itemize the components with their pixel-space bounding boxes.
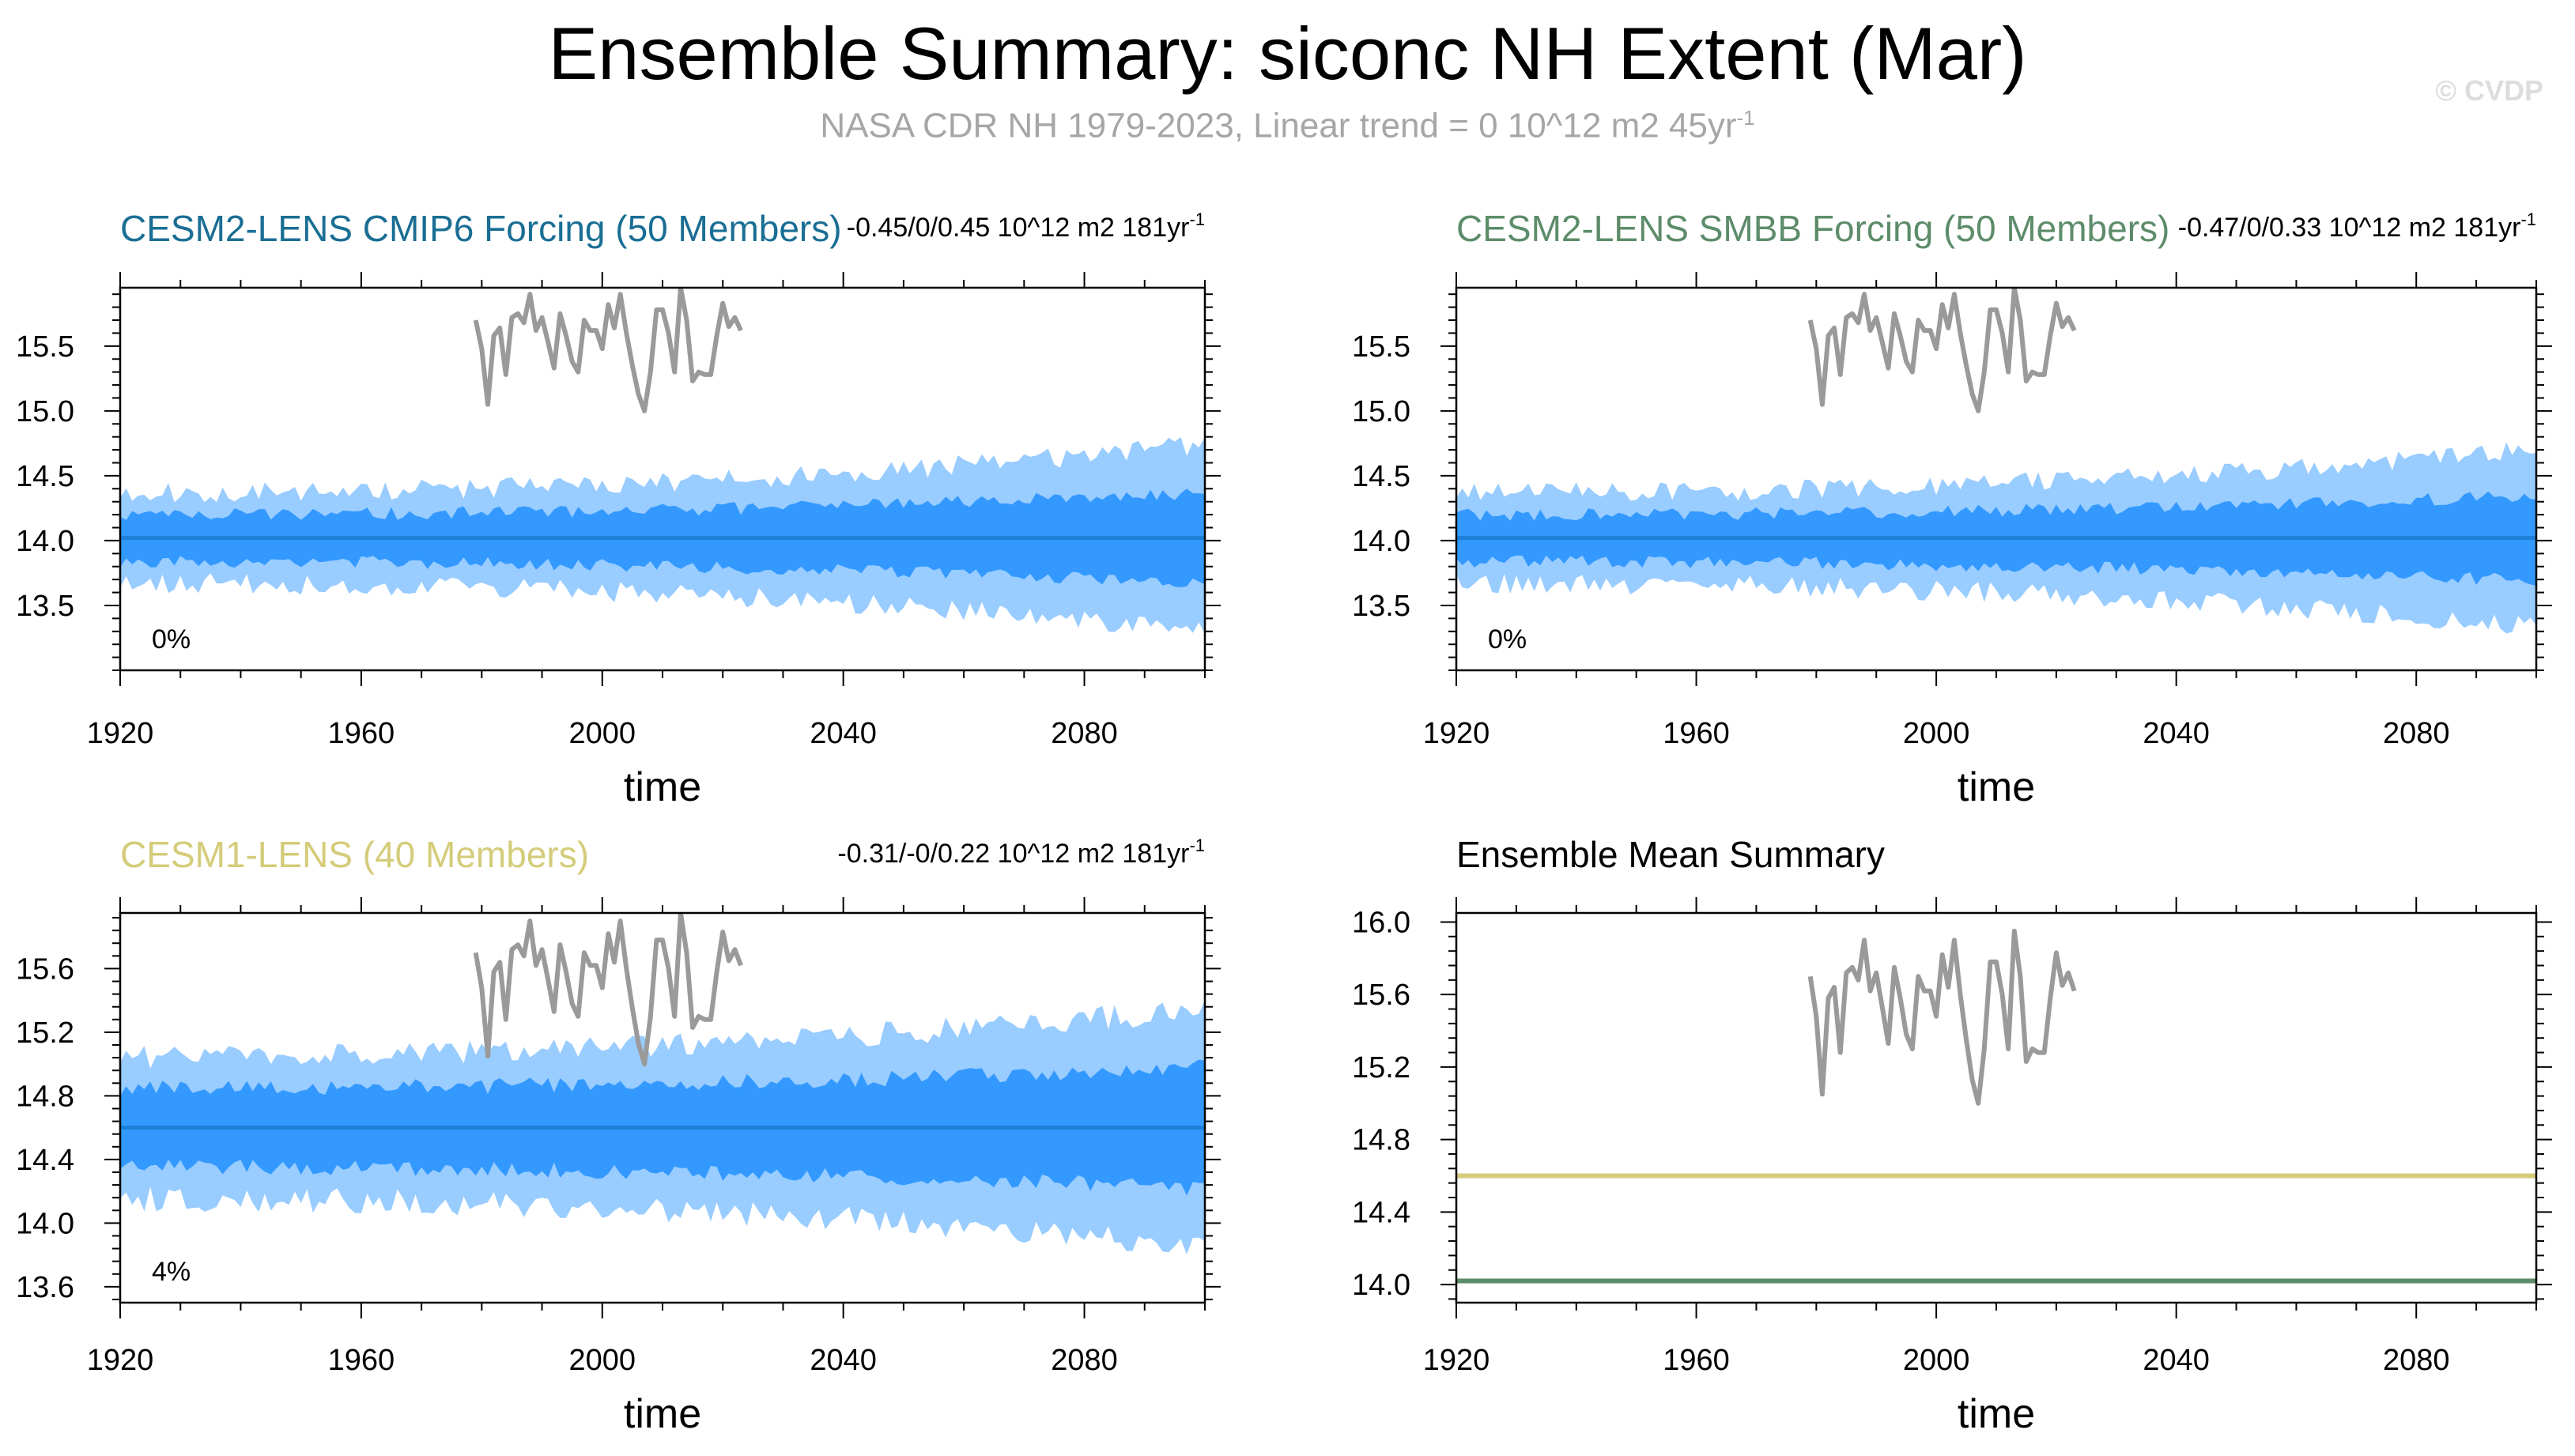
trend-text: -0.47/0/0.33 10^12 m2 181yr-1 [2178,209,2536,243]
y-tick-label: 15.5 [1352,330,1410,364]
y-tick-label: 15.0 [1352,395,1410,428]
y-tick-label: 14.8 [1352,1124,1410,1157]
plot-area [120,913,1205,1254]
trend-value: -0.45/0/0.45 10^12 m2 181yr [847,213,1190,243]
y-tick-label: 15.6 [16,952,74,986]
x-tick-label: 2080 [1051,1344,1118,1377]
y-tick-label: 14.8 [16,1080,74,1113]
x-tick-label: 2080 [2383,1344,2450,1377]
observations-line [1807,928,2077,1106]
y-tick-label: 15.5 [16,330,74,364]
y-tick-label: 14.4 [1352,1196,1410,1229]
percent-label: 0% [1488,624,1527,654]
trend-superscript: -1 [1189,209,1205,229]
y-tick-label: 13.5 [16,590,74,623]
observations-line [473,913,743,1067]
trend-value: -0.47/0/0.33 10^12 m2 181yr [2178,213,2521,243]
trend-value: -0.31/-0/0.22 10^12 m2 181yr [837,839,1189,869]
x-tick-label: 1920 [1423,717,1490,750]
subtitle-superscript: -1 [1736,106,1755,130]
y-tick-label: 14.0 [16,1207,74,1240]
x-tick-label: 1960 [1663,717,1730,750]
y-tick-label: 14.4 [16,1144,74,1177]
trend-text: -0.31/-0/0.22 10^12 m2 181yr-1 [837,836,1205,869]
x-tick-label: 2080 [2383,717,2450,750]
y-tick-label: 15.0 [16,395,74,428]
x-tick-label: 2040 [810,717,877,750]
y-tick-label: 14.0 [1352,525,1410,558]
x-tick-label: 1960 [328,1344,395,1377]
copyright-watermark: © CVDP [2435,74,2543,107]
chart-panel-cesm2_cmip6: 1920 1960 2000 2040 2080 13.5 14.0 14.5 15.0 15.5… [16,208,1221,810]
trend-superscript: -1 [1189,836,1205,855]
y-tick-label: 13.5 [1352,590,1410,623]
y-tick-label: 13.6 [16,1271,74,1304]
y-tick-label: 15.2 [1352,1051,1410,1084]
x-tick-label: 1920 [87,717,154,750]
chart-panel-ensemble_mean_summary: 1920 1960 2000 2040 2080 14.0 14.4 14.8 15.2 15.6… [1352,834,2552,1437]
y-tick-label: 14.0 [16,525,74,558]
x-tick-label: 2040 [2143,717,2210,750]
observations-line [1807,288,2077,413]
x-axis-label: time [624,764,701,810]
percent-label: 0% [152,624,191,654]
x-tick-label: 2080 [1051,717,1118,750]
x-tick-label: 2040 [2143,1344,2210,1377]
trend-text: -0.45/0/0.45 10^12 m2 181yr-1 [847,209,1205,243]
x-tick-label: 2000 [569,1344,636,1377]
x-tick-label: 2000 [569,717,636,750]
plot-area [1456,288,2536,634]
chart-title: Ensemble Mean Summary [1456,834,1885,875]
plot-area [120,288,1205,634]
chart-title: CESM2-LENS SMBB Forcing (50 Members) [1456,208,2169,249]
x-tick-label: 1920 [1423,1344,1490,1377]
y-tick-label: 16.0 [1352,906,1410,939]
subtitle-text: NASA CDR NH 1979-2023, Linear trend = 0 … [820,106,1737,145]
chart-panel-cesm1: 1920 1960 2000 2040 2080 13.6 14.0 14.4 14.8 15.2… [16,834,1221,1437]
y-tick-label: 15.2 [16,1017,74,1050]
plot-area [1456,928,2536,1284]
x-axis-label: time [1958,1391,2035,1437]
page-title: Ensemble Summary: siconc NH Extent (Mar) [548,12,2027,95]
y-tick-label: 14.5 [16,460,74,493]
x-axis-label: time [1958,764,2035,810]
chart-title: CESM2-LENS CMIP6 Forcing (50 Members) [120,208,842,249]
y-tick-label: 14.5 [1352,460,1410,493]
chart-panel-cesm2_smbb: 1920 1960 2000 2040 2080 13.5 14.0 14.5 15.0 15.5… [1352,208,2552,810]
x-tick-label: 2000 [1903,1344,1970,1377]
y-tick-label: 15.6 [1352,979,1410,1012]
x-tick-label: 1960 [328,717,395,750]
x-tick-label: 1960 [1663,1344,1730,1377]
observations-line [473,288,743,413]
y-tick-label: 14.0 [1352,1269,1410,1302]
percent-label: 4% [152,1257,191,1287]
x-tick-label: 2000 [1903,717,1970,750]
x-axis-label: time [624,1391,701,1437]
chart-title: CESM1-LENS (40 Members) [120,834,589,875]
page-subtitle: NASA CDR NH 1979-2023, Linear trend = 0 … [0,106,2575,146]
x-tick-label: 1920 [87,1344,154,1377]
x-tick-label: 2040 [810,1344,877,1377]
trend-superscript: -1 [2520,209,2536,229]
